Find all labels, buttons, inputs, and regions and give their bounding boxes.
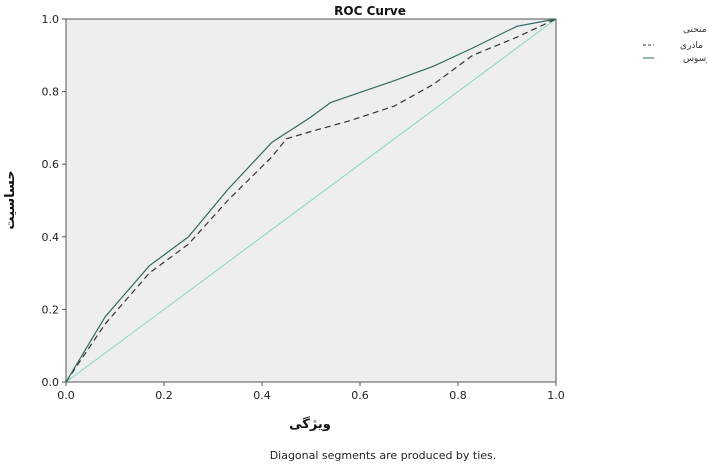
y-axis: 0.0 0.2 0.4 0.6 0.8 1.0: [42, 13, 66, 389]
y-tick-label: 0.4: [42, 231, 60, 244]
x-tick-label: 0.4: [253, 389, 271, 402]
footnote: Diagonal segments are produced by ties.: [270, 449, 497, 462]
y-tick-label: 0.0: [42, 376, 60, 389]
chart-title: ROC Curve: [334, 4, 406, 18]
diagonal-reference-line: [65, 18, 557, 383]
series-line-1: [65, 18, 557, 383]
x-axis-title: ویژگی: [289, 416, 331, 432]
x-tick-label: 0.6: [351, 389, 369, 402]
y-tick-label: 0.2: [42, 303, 60, 316]
y-tick-label: 0.6: [42, 158, 60, 171]
series-lines: [65, 18, 557, 383]
x-tick-label: 0.8: [449, 389, 467, 402]
series-line-0: [65, 18, 557, 383]
y-axis-title: حساسیت: [3, 170, 18, 229]
x-tick-label: 0.0: [57, 389, 75, 402]
legend-title: منبع منحنی: [683, 25, 707, 35]
legend-label-series-1: زالوسوس: [683, 54, 707, 64]
x-tick-label: 0.2: [155, 389, 173, 402]
y-tick-label: 1.0: [42, 13, 60, 26]
x-axis: 0.0 0.2 0.4 0.6 0.8 1.0: [57, 382, 565, 402]
y-tick-label: 0.8: [42, 86, 60, 99]
legend: منبع منحنی مادری زالوسوس: [643, 25, 707, 64]
legend-label-series-0: مادری: [680, 41, 703, 51]
x-tick-label: 1.0: [547, 389, 565, 402]
